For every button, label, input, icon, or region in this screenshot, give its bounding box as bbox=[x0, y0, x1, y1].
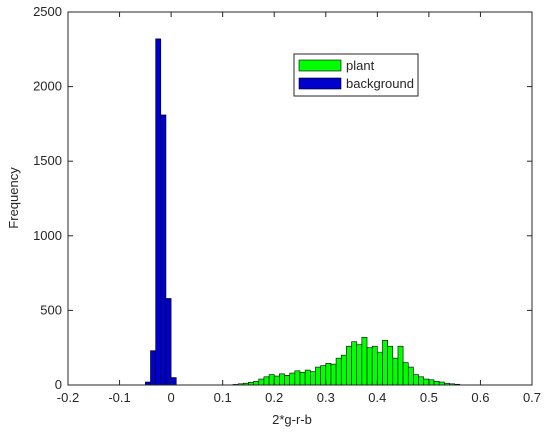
plant-bar bbox=[258, 378, 265, 386]
x-tick-label: 0 bbox=[167, 390, 174, 405]
y-tick-label: 2000 bbox=[33, 79, 62, 94]
plant-bar bbox=[356, 344, 363, 386]
plant-bar bbox=[320, 365, 327, 386]
plant-bar bbox=[351, 341, 358, 386]
plant-bar bbox=[392, 357, 399, 386]
plant-bar bbox=[279, 373, 285, 386]
legend: plant background bbox=[293, 53, 419, 97]
plant-bar bbox=[340, 354, 347, 386]
x-axis-label: 2*g-r-b bbox=[272, 412, 312, 427]
legend-swatch-plant bbox=[298, 59, 342, 72]
plant-bar bbox=[273, 375, 280, 386]
y-tick-label: 2500 bbox=[33, 4, 62, 19]
plant-bar bbox=[397, 345, 404, 386]
plant-bar bbox=[413, 374, 419, 386]
plant-bar bbox=[253, 380, 260, 386]
background-series bbox=[145, 38, 177, 386]
plant-bar bbox=[335, 357, 342, 386]
legend-swatch-background bbox=[298, 77, 342, 90]
x-tick-labels: -0.2 -0.1 0 0.1 0.2 0.3 0.4 0.5 0.6 0.7 bbox=[57, 390, 541, 405]
y-tick-label: 1500 bbox=[33, 153, 62, 168]
plant-bar bbox=[361, 336, 368, 386]
plant-bar bbox=[366, 347, 373, 386]
plant-bar bbox=[268, 374, 275, 386]
background-bar bbox=[165, 298, 172, 386]
plant-bar bbox=[377, 351, 383, 386]
plant-bar bbox=[346, 345, 352, 386]
plant-bar bbox=[304, 369, 311, 386]
plant-bar bbox=[407, 366, 414, 386]
x-tick-label: -0.1 bbox=[108, 390, 130, 405]
x-tick-label: -0.2 bbox=[57, 390, 79, 405]
y-tick-labels: 0 500 1000 1500 2000 2500 bbox=[33, 4, 62, 392]
background-bar bbox=[155, 38, 162, 386]
plant-bar bbox=[325, 363, 332, 386]
x-tick-label: 0.3 bbox=[317, 390, 335, 405]
plant-bar bbox=[263, 376, 270, 386]
x-tick-label: 0.4 bbox=[368, 390, 386, 405]
axes-box bbox=[67, 11, 533, 386]
plant-bar bbox=[418, 376, 425, 386]
plant-bar bbox=[433, 380, 440, 386]
x-tick-label: 0.2 bbox=[265, 390, 283, 405]
plant-bar bbox=[299, 372, 306, 386]
plant-bar bbox=[428, 379, 435, 386]
plant-bar bbox=[289, 372, 296, 386]
y-axis-label: Frequency bbox=[6, 167, 21, 229]
y-tick-label: 1000 bbox=[33, 228, 62, 243]
plant-bar bbox=[310, 371, 316, 386]
plant-series bbox=[232, 336, 461, 386]
plant-bar bbox=[382, 339, 388, 386]
plant-bar bbox=[402, 362, 409, 386]
y-tick-label: 0 bbox=[55, 377, 62, 392]
plant-bar bbox=[284, 375, 290, 386]
x-tick-label: 0.5 bbox=[420, 390, 438, 405]
background-bar bbox=[170, 377, 177, 386]
background-bar bbox=[150, 350, 156, 386]
legend-label-plant: plant bbox=[346, 58, 375, 73]
background-bar bbox=[160, 114, 167, 386]
plant-bar bbox=[423, 378, 430, 386]
legend-label-background: background bbox=[346, 76, 414, 91]
y-tick-label: 500 bbox=[40, 302, 62, 317]
axes bbox=[67, 11, 533, 386]
x-tick-label: 0.6 bbox=[471, 390, 489, 405]
plant-bar bbox=[387, 345, 394, 386]
x-tick-label: 0.1 bbox=[214, 390, 232, 405]
x-tick-label: 0.7 bbox=[523, 390, 541, 405]
plant-bar bbox=[315, 366, 321, 386]
plant-bar bbox=[330, 363, 337, 386]
plant-bar bbox=[294, 370, 301, 386]
plant-bar bbox=[371, 345, 378, 386]
